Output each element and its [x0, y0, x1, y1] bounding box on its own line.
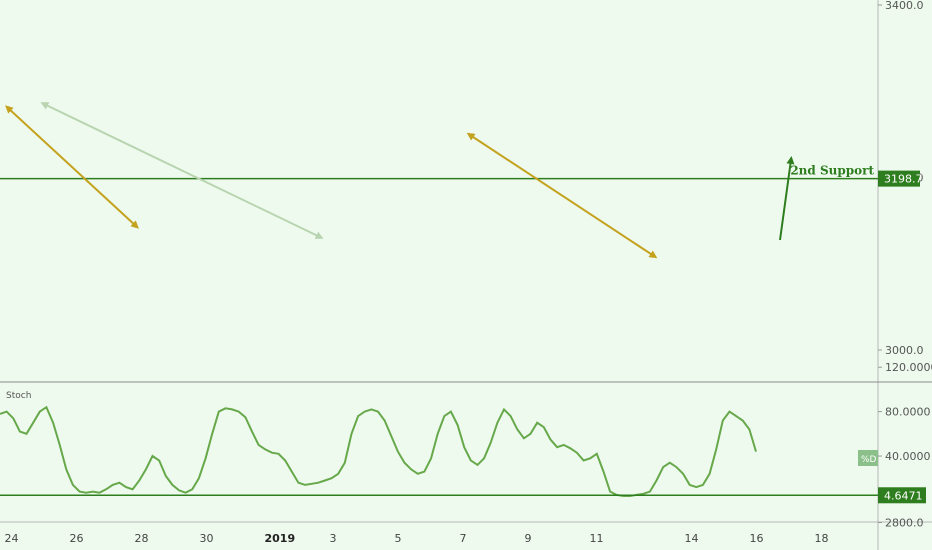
date-label: 18	[815, 532, 829, 545]
stoch-legend-badge	[858, 450, 878, 466]
date-label: 14	[685, 532, 699, 545]
date-label: 11	[590, 532, 604, 545]
stoch-indicator-label[interactable]: Stoch	[6, 391, 31, 401]
stoch-legend-text: %D	[861, 455, 877, 465]
date-label: 2019	[265, 532, 296, 545]
date-label: 16	[750, 532, 764, 545]
stoch-badges: 4.6471 %D	[858, 450, 926, 504]
time-axis[interactable]: 24 26 28 30 2019 3 5 7 9 11 14 16 18	[5, 532, 829, 545]
stoch-current-badge	[878, 487, 926, 504]
stoch-tick-label: 80.0000	[885, 406, 931, 419]
date-label: 24	[5, 532, 19, 545]
level-badge-text: 3198.7	[884, 173, 923, 186]
price-tick-label: 3400.0	[885, 0, 924, 12]
date-label: 30	[200, 532, 214, 545]
date-label: 28	[135, 532, 149, 545]
date-label: 5	[395, 532, 402, 545]
date-label: 3	[330, 532, 337, 545]
date-label: 9	[525, 532, 532, 545]
price-tick-label: 2800.0	[885, 517, 924, 530]
level-label: 2nd Support	[790, 164, 874, 178]
date-label: 7	[460, 532, 467, 545]
stoch-current-badge-text: 4.6471	[884, 489, 923, 502]
drawing-arrows[interactable]	[5, 102, 795, 259]
stoch-tick-label: 40.0000	[885, 450, 931, 463]
date-label: 26	[70, 532, 84, 545]
stoch-axis[interactable]: 120.0000 80.0000 40.0000	[878, 361, 932, 463]
level-badge	[878, 170, 920, 187]
stoch-tick-label: 120.0000	[885, 361, 932, 374]
price-axis[interactable]: 4800.04600.04400.04200.04000.03800.03400…	[878, 0, 924, 530]
trend-arrow-2[interactable]	[40, 102, 324, 239]
price-tick-label: 3000.0	[885, 344, 924, 357]
target-arrow[interactable]	[779, 156, 795, 241]
trend-arrow-3[interactable]	[466, 132, 658, 259]
